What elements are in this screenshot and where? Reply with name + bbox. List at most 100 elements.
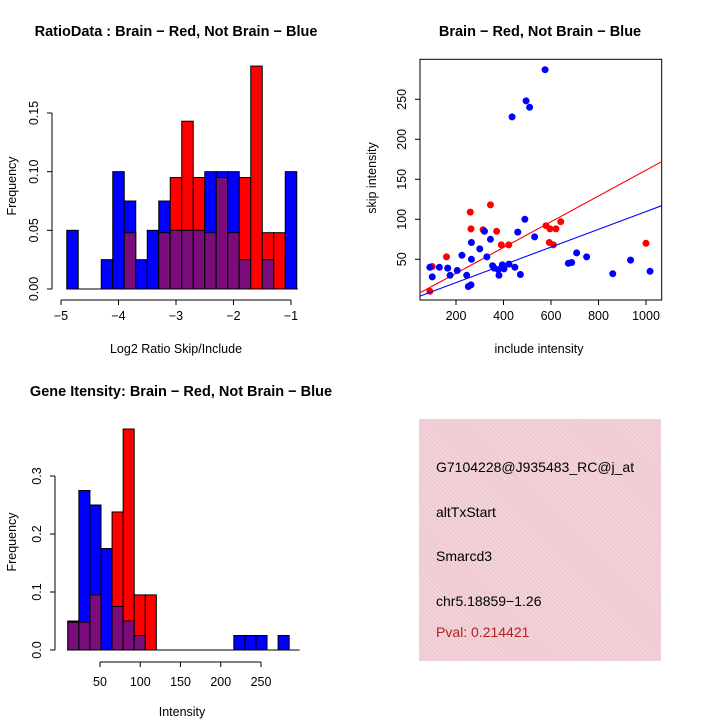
- red-data-point: [467, 225, 475, 233]
- blue-data-point: [463, 271, 471, 279]
- gene-intensity-y-axis-label: Frequency: [5, 512, 19, 572]
- blue-data-point: [494, 266, 502, 274]
- blue-data-point: [627, 256, 635, 264]
- hist-bar: [250, 65, 263, 290]
- hist-bar: [144, 594, 157, 651]
- hist-bar: [100, 548, 113, 651]
- hist-bar: [181, 229, 194, 290]
- tick-label: 0.1: [30, 583, 44, 600]
- blue-data-point: [505, 260, 513, 268]
- ratio-histogram-plot-area: −5 −4 −3 −2 −1 0.00 0.05 0.10 0.15: [27, 65, 298, 323]
- blue-data-point: [467, 281, 475, 289]
- tick-label: 0.00: [27, 277, 41, 301]
- hist-bar: [100, 259, 114, 290]
- blue-data-point: [495, 271, 503, 279]
- blue-data-point: [609, 270, 617, 278]
- blue-data-point: [511, 263, 519, 271]
- blue-data-point: [481, 227, 488, 235]
- ratio-histogram-title: RatioData : Brain − Red, Not Brain − Blu…: [35, 24, 318, 40]
- blue-data-point: [428, 273, 436, 281]
- ratio-histogram-panel: −5 −4 −3 −2 −1 0.00 0.05 0.10 0.15 RatioData : B…: [5, 24, 318, 356]
- tick-label: 250: [251, 675, 272, 689]
- tick-label: 400: [493, 309, 514, 323]
- tick-label: 50: [395, 252, 409, 266]
- gene-intensity-x-axis-label: Intensity: [159, 705, 206, 719]
- hist-bar: [122, 428, 135, 651]
- intensity-scatter-plot-area: 200 400 600 800 1000 50 100 150 200 250: [395, 58, 663, 323]
- tick-label: 100: [130, 675, 151, 689]
- blue-data-point: [522, 97, 530, 105]
- blue-data-point: [446, 271, 454, 279]
- red-data-point: [546, 225, 554, 233]
- tick-label: 0.0: [30, 641, 44, 658]
- tick-label: 0.3: [30, 467, 44, 484]
- hist-bar: [215, 177, 229, 290]
- hist-bar: [67, 621, 80, 651]
- gene-intensity-histogram-panel: 50 100 150 200 250 0.0 0.1 0.2 0.3 Gene Itensity…: [5, 384, 332, 719]
- intensity-scatter-y-axis-label: skip intensity: [365, 141, 379, 213]
- hist-bar: [227, 232, 240, 290]
- tick-label: 600: [541, 309, 562, 323]
- tick-label: −1: [284, 309, 298, 323]
- event-type-text: altTxStart: [436, 504, 496, 520]
- blue-data-point: [467, 255, 475, 263]
- tick-label: 0.10: [27, 159, 41, 183]
- pval-text: Pval: 0.214421: [436, 624, 530, 640]
- blue-data-point: [514, 228, 522, 236]
- hist-bar: [123, 232, 137, 290]
- info-panel-cell: G7104228@J935483_RC@j_at altTxStart Smar…: [360, 360, 720, 720]
- blue-data-point: [476, 245, 484, 253]
- tick-label: −4: [111, 309, 125, 323]
- hist-bar: [135, 259, 148, 290]
- red-data-point: [497, 241, 505, 249]
- locus-text: chr5.18859−1.26: [436, 593, 542, 609]
- hist-bar: [244, 635, 257, 651]
- hist-bar: [284, 171, 298, 290]
- hist-bar: [133, 635, 146, 651]
- blue-data-point: [516, 271, 524, 278]
- gene-intensity-plot-area: 50 100 150 200 250 0.0 0.1 0.2 0.3: [30, 428, 300, 689]
- blue-data-point: [444, 264, 452, 272]
- blue-data-point: [467, 239, 475, 246]
- blue-data-point: [583, 253, 591, 261]
- blue-data-point: [531, 233, 539, 241]
- blue-data-point: [541, 66, 549, 74]
- tick-label: 0.2: [30, 525, 44, 542]
- red-data-point: [552, 225, 560, 233]
- hist-bar: [89, 594, 102, 651]
- tick-label: 200: [446, 309, 467, 323]
- hist-bar: [146, 229, 160, 290]
- red-data-point: [505, 241, 513, 249]
- hist-bar: [169, 229, 183, 290]
- hist-bar: [238, 259, 252, 290]
- blue-data-point: [458, 251, 466, 259]
- hist-bar: [78, 621, 91, 651]
- gene-info-box: G7104228@J935483_RC@j_at altTxStart Smar…: [419, 419, 661, 661]
- blue-data-point: [486, 235, 494, 243]
- blue-regression-line: [419, 205, 662, 297]
- hist-bar: [233, 635, 246, 651]
- blue-data-point: [500, 265, 508, 273]
- tick-label: 800: [588, 309, 609, 323]
- tick-label: −5: [54, 309, 68, 323]
- tick-label: 200: [395, 129, 409, 150]
- blue-data-point: [508, 113, 516, 121]
- plot-box: [419, 58, 663, 301]
- tick-label: −3: [169, 309, 183, 323]
- blue-data-point: [526, 103, 534, 111]
- red-data-point: [466, 208, 474, 216]
- blue-data-point: [453, 267, 461, 274]
- red-data-point: [557, 218, 565, 226]
- blue-data-point: [521, 215, 529, 223]
- hist-bar: [204, 232, 217, 290]
- blue-data-point: [483, 253, 491, 261]
- blue-data-point: [573, 249, 581, 257]
- hist-bar: [277, 635, 290, 651]
- blue-data-point: [426, 263, 434, 271]
- tick-label: 150: [395, 169, 409, 190]
- hist-bar: [261, 259, 275, 290]
- blue-data-point: [568, 259, 576, 266]
- probe-id-text: G7104228@J935483_RC@j_at: [436, 459, 635, 475]
- intensity-scatter-title: Brain − Red, Not Brain − Blue: [439, 24, 641, 40]
- blue-data-point: [646, 267, 654, 275]
